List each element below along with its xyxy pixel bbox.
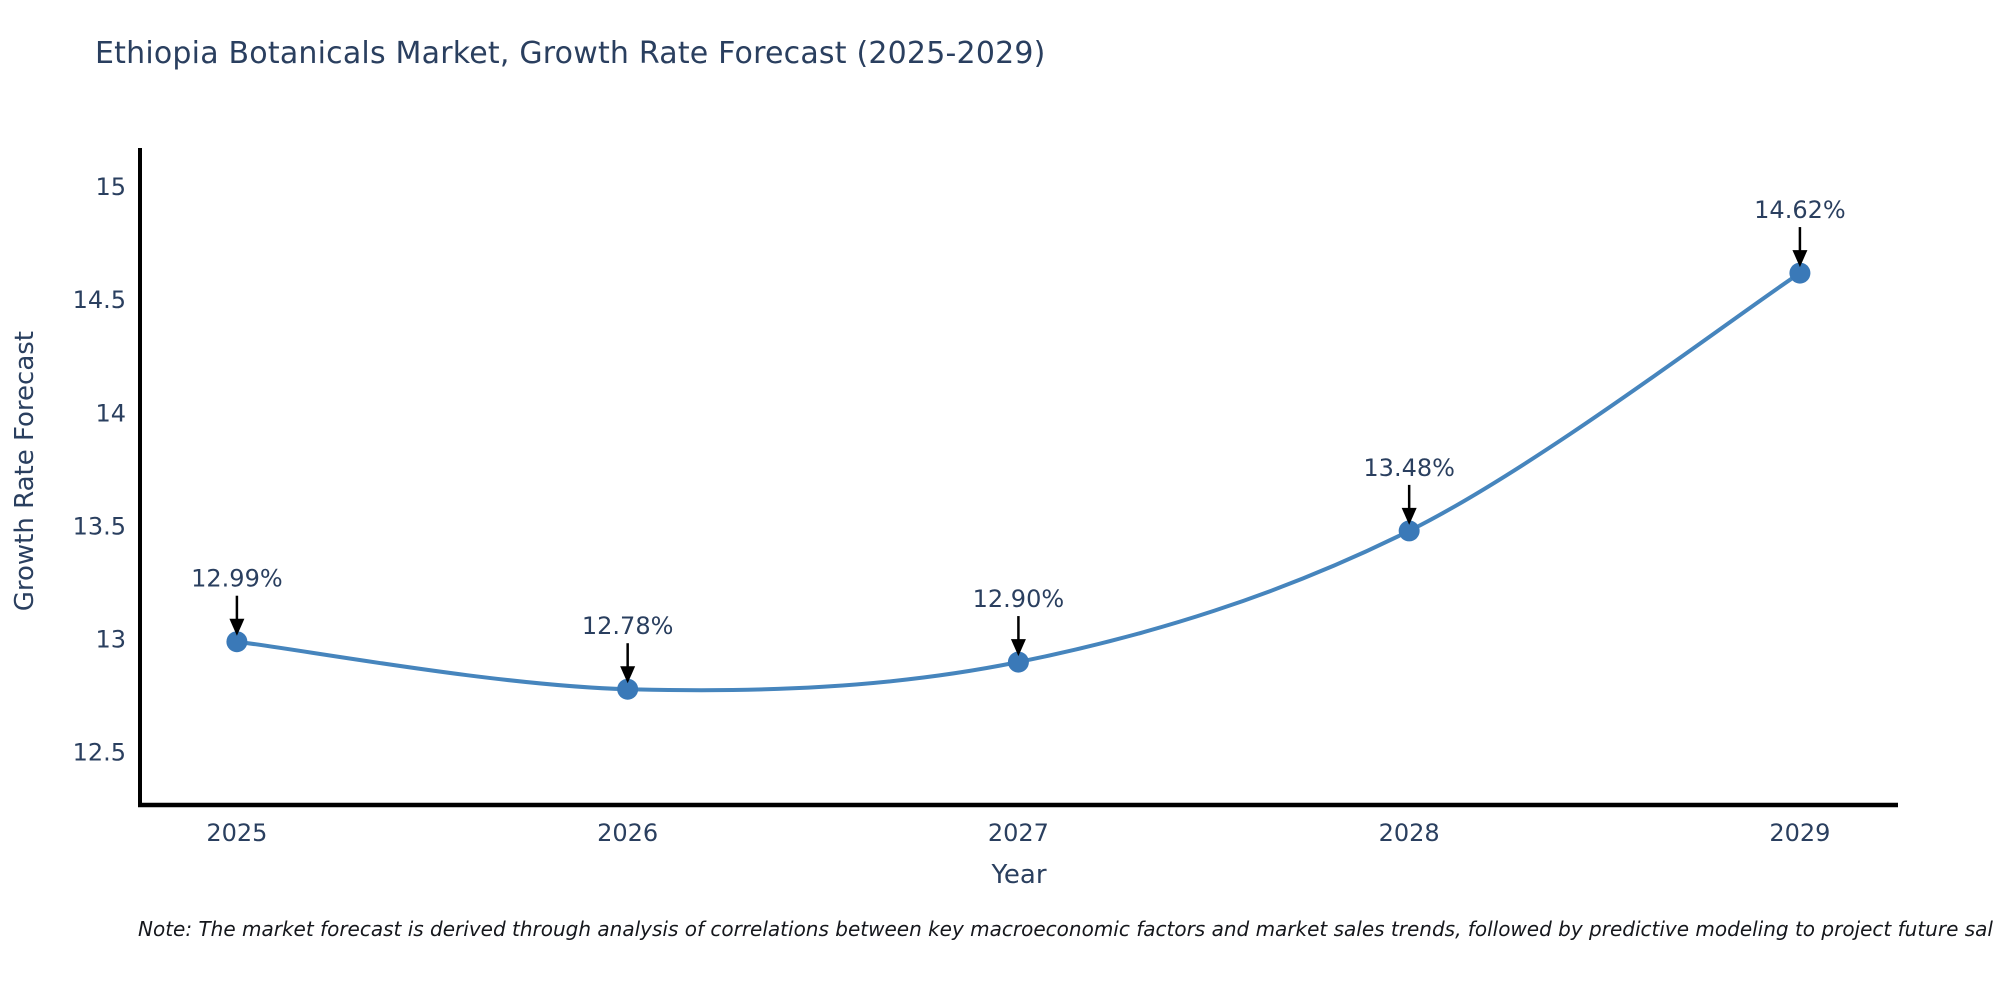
annotation-arrow-head xyxy=(620,666,636,684)
footnote: Note: The market forecast is derived thr… xyxy=(138,917,1993,941)
y-tick-label: 14.5 xyxy=(73,286,126,314)
y-axis-title: Growth Rate Forecast xyxy=(10,331,40,612)
x-tick-label: 2028 xyxy=(1379,819,1440,847)
annotation-arrow-head xyxy=(1401,507,1417,525)
y-tick-label: 13.5 xyxy=(73,512,126,540)
y-tick-label: 15 xyxy=(95,173,126,201)
x-axis-title: Year xyxy=(991,860,1047,890)
x-tick-label: 2025 xyxy=(206,819,267,847)
data-point-label: 13.48% xyxy=(1363,454,1455,482)
data-point-marker xyxy=(226,631,248,653)
annotation-arrow-head xyxy=(229,618,245,636)
data-point-label: 12.90% xyxy=(973,585,1065,613)
y-tick-label: 14 xyxy=(95,399,126,427)
data-point-label: 14.62% xyxy=(1754,196,1846,224)
data-point-marker xyxy=(617,678,639,700)
data-point-label: 12.99% xyxy=(191,565,283,593)
chart-title: Ethiopia Botanicals Market, Growth Rate … xyxy=(95,36,1046,71)
data-point-marker xyxy=(1789,262,1811,284)
annotation-arrow-head xyxy=(1010,639,1026,657)
x-tick-label: 2029 xyxy=(1769,819,1830,847)
y-tick-label: 13 xyxy=(95,625,126,653)
x-tick-label: 2027 xyxy=(988,819,1049,847)
data-point-marker xyxy=(1398,520,1420,542)
annotation-arrow-head xyxy=(1792,250,1808,268)
y-tick-label: 12.5 xyxy=(73,739,126,767)
x-tick-label: 2026 xyxy=(597,819,658,847)
data-point-marker xyxy=(1007,651,1029,673)
data-point-label: 12.78% xyxy=(582,612,674,640)
